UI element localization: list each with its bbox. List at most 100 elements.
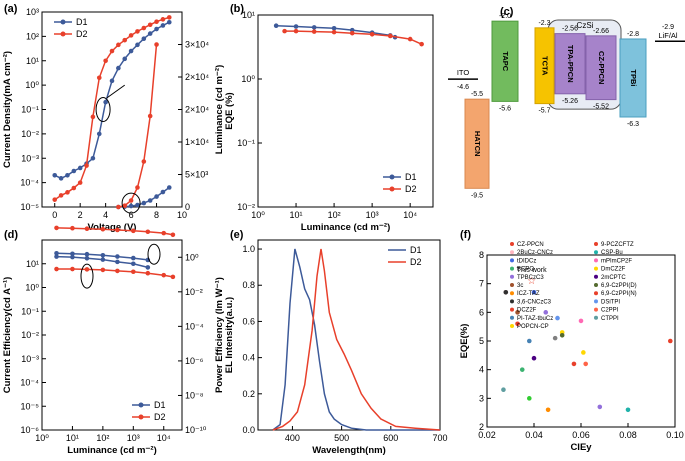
panel-a-xtick-label: 4 (103, 210, 108, 220)
panel-a-D1-point (52, 172, 58, 178)
a-panel-label: (a) (4, 3, 18, 15)
panel-a-xtick-label: 10 (177, 210, 187, 220)
panel-a-annotation-ellipse (121, 192, 141, 214)
panel-f-point (583, 361, 588, 367)
panel-a-y2tick-label: 5×10³ (185, 170, 208, 180)
panel-d-D2-CE-point (170, 274, 176, 280)
b-panel-label: (b) (230, 3, 244, 15)
panel-b-D1-point (331, 25, 337, 31)
panel-f-legend-label: 2mCPTC (601, 275, 626, 281)
panel-c-homo-label: -5.26 (562, 98, 578, 105)
panel-b-legend-label: D1 (405, 172, 417, 182)
panel-f-point (555, 315, 560, 321)
panel-b-ytick-label: 10⁻² (237, 202, 255, 212)
f-panel-label: (f) (460, 229, 471, 241)
panel-d-y2tick-label: 10⁻⁶ (185, 356, 204, 366)
panel-f-legend-marker (594, 274, 598, 279)
panel-f-legend-label: POPCN-CP (517, 324, 549, 330)
panel-a-D2-point (58, 193, 64, 198)
panel-a-D2-point (109, 48, 115, 54)
panel-a-ytick-label: 10⁻³ (21, 153, 39, 163)
panel-f-legend-marker (594, 299, 598, 304)
panel-a-D2-point (84, 163, 89, 168)
panel-a-ytick-label: 10⁻⁵ (21, 202, 40, 212)
panel-b-xtick-label: 10¹ (290, 210, 303, 220)
panel-d-y2tick-label: 10⁻¹⁰ (185, 425, 207, 435)
panel-a-D1-luminance-point (128, 203, 134, 209)
panel-d-D2-CE-point (161, 272, 167, 278)
panel-c-homo-label: -5.52 (593, 104, 609, 111)
panel-a-ytick-label: 10² (26, 31, 39, 41)
panel-d-D2-PE-point (131, 228, 136, 234)
panel-f-legend-marker (594, 266, 598, 271)
panel-b-xtick-label: 10³ (366, 210, 379, 220)
panel-b-legend-marker (389, 174, 395, 180)
panel-f-xtick-label: 0.02 (478, 430, 496, 440)
panel-a-xtick-label: 2 (78, 210, 83, 220)
panel-c-layer-name: TPBi (629, 69, 638, 86)
panel-f-legend-label: mPImCP2F (601, 258, 632, 264)
panel-f-point (501, 387, 506, 393)
panel-e-legend-label: D2 (410, 257, 422, 267)
panel-b-xtick-label: 10² (328, 210, 341, 220)
panel-a-D2-point (52, 197, 58, 202)
panel-d-ylabel: Current Efficiency(cd A⁻¹) (2, 277, 13, 394)
panel-b-ytick-label: 10⁰ (241, 74, 255, 84)
panel-a-D2-point (103, 58, 108, 64)
panel-d-xtick-label: 10³ (127, 433, 140, 443)
panel-d-y2tick-label: 10⁻² (185, 287, 203, 297)
panel-a-ytick-label: 10¹ (26, 56, 39, 66)
panel-d-y2tick-label: 10⁻⁸ (185, 390, 204, 400)
panel-f-point (515, 310, 520, 315)
panel-d-D1-CE-point (70, 254, 75, 260)
panel-a-D1-luminance-point (166, 185, 172, 190)
panel-a-xtick-label: 8 (154, 210, 159, 220)
panel-a-D2-point (128, 33, 134, 38)
panel-b-legend-marker (389, 186, 395, 192)
panel-a-D2-luminance-point (154, 42, 159, 47)
panel-d-D2-CE-point (84, 267, 90, 272)
panel-a-ytick-label: 10⁰ (25, 80, 39, 90)
panel-f-legend-marker (510, 250, 514, 255)
panel-a-D1-point (128, 48, 134, 54)
panel-f-star-point: ☆ (527, 276, 536, 287)
panel-c-layer-tpbi (619, 38, 647, 118)
panel-d-ytick-label: 10¹ (26, 259, 39, 269)
panel-f-legend-label: 6,9-CzPPI(D) (601, 283, 637, 289)
panel-e-legend-label: D1 (410, 245, 422, 255)
panel-f-legend-marker (594, 315, 598, 320)
panel-b-D2-point (282, 28, 287, 34)
panel-a-y2tick-label: 2×10⁴ (185, 72, 209, 82)
panel-c-homo-label: -5.7 (538, 108, 550, 115)
panel-f-legend-marker (594, 250, 598, 255)
panel-f-legend-marker (510, 242, 514, 246)
panel-d-xtick-label: 10² (96, 433, 109, 443)
panel-a-D1-point (58, 176, 64, 181)
panel-a-D1-luminance-point (160, 189, 166, 195)
panel-d-D1-CE-point (115, 259, 120, 265)
panel-c-lif-value: -2.9 (662, 24, 674, 31)
panel-a-legend-label: D1 (76, 17, 88, 27)
panel-f-point (625, 407, 631, 413)
panel-a-D1-point (154, 26, 159, 32)
panel-d-D2-PE-point (70, 225, 75, 231)
panel-f-point (543, 310, 549, 315)
panel-d-ytick-label: 10⁻³ (21, 354, 39, 364)
panel-c-lumo-label: -5.5 (471, 91, 483, 98)
panel-a-D1-point (77, 165, 83, 171)
panel-a-xtick-label: 6 (129, 210, 134, 220)
panel-f-legend-marker (510, 274, 514, 279)
panel-e-ytick-label: 1.0 (242, 244, 255, 254)
panel-f-legend-label: 2BuCz-CNCz (517, 250, 553, 256)
panel-f-legend-label: 3c (517, 283, 523, 289)
panel-f-legend-label: DCZ2F (517, 308, 537, 314)
panel-e-xtick-label: 600 (383, 433, 398, 443)
panel-f-point (559, 332, 565, 338)
panel-a-D2-point (96, 75, 102, 81)
panel-f-annotation: This work (517, 267, 547, 274)
panel-b-D1-point (273, 23, 279, 29)
panel-e-xlabel: Wavelength(nm) (312, 445, 386, 456)
panel-a-D2-point (116, 42, 121, 48)
panel-d-D2-PE-point (100, 226, 106, 232)
panel-d-xtick-label: 10¹ (66, 433, 79, 443)
